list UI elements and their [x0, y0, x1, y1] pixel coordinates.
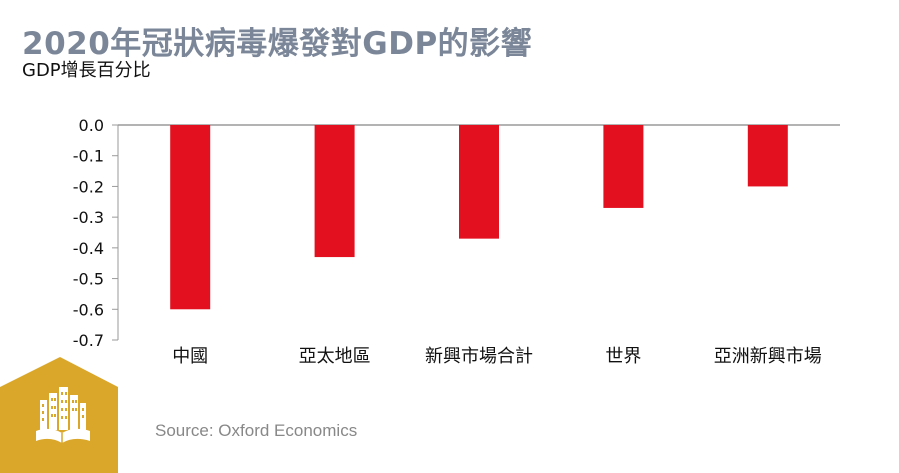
x-category-label: 新興市場合計: [425, 346, 533, 367]
y-tick-label: -0.4: [73, 239, 104, 258]
y-tick-label: -0.3: [73, 208, 104, 227]
x-category-label: 世界: [605, 346, 641, 367]
y-tick-label: -0.5: [73, 270, 104, 289]
bar: [603, 125, 644, 208]
bar: [314, 125, 355, 258]
city-book-icon: [0, 357, 118, 473]
bar: [747, 125, 788, 187]
bar: [170, 125, 211, 310]
y-tick-label: -0.7: [73, 331, 104, 350]
y-tick-label: 0.0: [79, 116, 104, 135]
y-tick-label: -0.2: [73, 177, 104, 196]
chart-subtitle: GDP增長百分比: [22, 60, 151, 81]
chart-title: 2020年冠狀病毒爆發對GDP的影響: [22, 26, 533, 62]
x-category-label: 亞洲新興市場: [714, 346, 822, 367]
x-category-label: 亞太地區: [299, 346, 371, 367]
y-tick-label: -0.6: [73, 300, 104, 319]
x-category-label: 中國: [172, 346, 208, 367]
y-tick-label: -0.1: [73, 147, 104, 166]
source-note: Source: Oxford Economics: [155, 421, 358, 440]
bar: [459, 125, 499, 239]
